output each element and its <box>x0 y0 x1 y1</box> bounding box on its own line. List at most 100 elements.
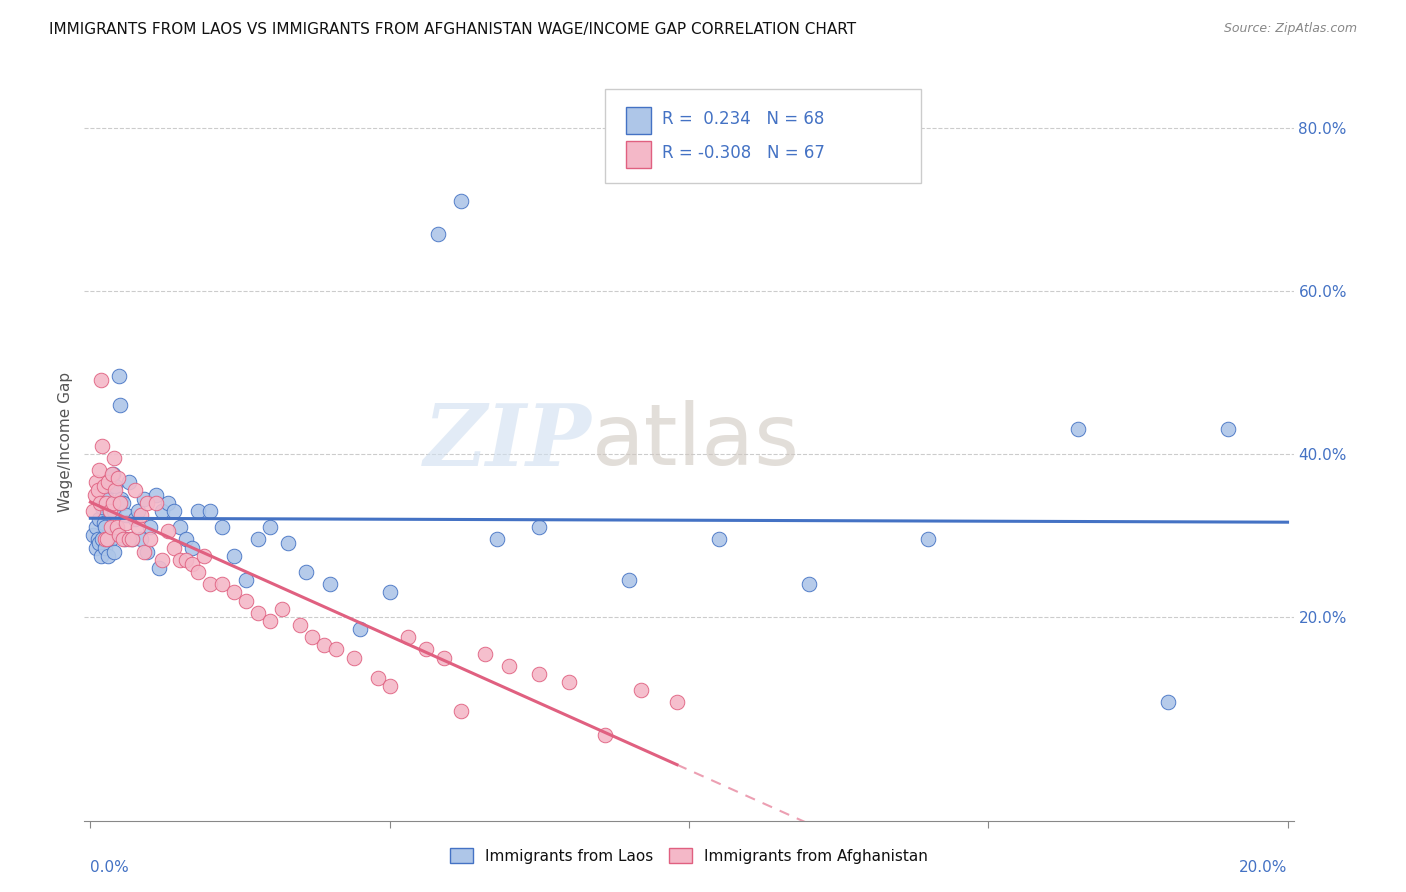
Point <box>148 561 170 575</box>
Point <box>235 573 257 587</box>
Point <box>89 536 111 550</box>
Point <box>277 536 299 550</box>
Point <box>319 577 342 591</box>
Text: R = -0.308   N = 67: R = -0.308 N = 67 <box>662 144 825 161</box>
Point <box>1216 422 1239 436</box>
Point <box>707 533 730 547</box>
Point <box>98 504 121 518</box>
Point <box>139 520 162 534</box>
Point <box>325 642 347 657</box>
Point <box>121 533 143 547</box>
Point <box>312 638 335 652</box>
Point <box>235 593 257 607</box>
Point <box>174 553 197 567</box>
Point <box>82 504 104 518</box>
Point <box>145 496 167 510</box>
Point <box>157 496 180 510</box>
Point <box>101 496 124 510</box>
Point <box>169 553 191 567</box>
Point <box>124 483 146 498</box>
Point <box>91 533 114 547</box>
Point <box>288 618 311 632</box>
Point <box>295 565 318 579</box>
Text: 20.0%: 20.0% <box>1239 860 1288 874</box>
Point <box>136 496 159 510</box>
Point <box>108 369 131 384</box>
Point <box>127 504 149 518</box>
Point <box>150 504 173 518</box>
Point <box>93 516 115 530</box>
Point <box>181 557 204 571</box>
Point <box>89 496 111 510</box>
Point <box>193 549 215 563</box>
Point <box>415 642 437 657</box>
Point <box>112 533 135 547</box>
Point <box>367 671 389 685</box>
Point <box>198 504 221 518</box>
Point <box>246 606 269 620</box>
Point <box>529 666 551 681</box>
Legend: Immigrants from Laos, Immigrants from Afghanistan: Immigrants from Laos, Immigrants from Af… <box>444 842 934 870</box>
Point <box>94 541 117 555</box>
Point <box>118 475 141 490</box>
Point <box>426 227 449 241</box>
Point <box>93 479 115 493</box>
Point <box>114 533 136 547</box>
Text: IMMIGRANTS FROM LAOS VS IMMIGRANTS FROM AFGHANISTAN WAGE/INCOME GAP CORRELATION : IMMIGRANTS FROM LAOS VS IMMIGRANTS FROM … <box>49 22 856 37</box>
Point <box>1067 422 1090 436</box>
Point <box>222 549 245 563</box>
Point <box>105 520 128 534</box>
Point <box>103 450 125 465</box>
Point <box>100 533 122 547</box>
Y-axis label: Wage/Income Gap: Wage/Income Gap <box>58 371 73 512</box>
Point <box>82 528 104 542</box>
Text: R =  0.234   N = 68: R = 0.234 N = 68 <box>662 110 824 128</box>
Point <box>90 549 112 563</box>
Point <box>450 704 472 718</box>
Point <box>450 194 472 208</box>
Point <box>87 463 110 477</box>
Point <box>211 520 233 534</box>
Point <box>270 601 292 615</box>
Point <box>486 533 509 547</box>
Point <box>169 520 191 534</box>
Point <box>129 508 152 522</box>
Point <box>97 475 120 490</box>
Point <box>91 439 114 453</box>
Point <box>101 467 124 482</box>
Point <box>259 520 281 534</box>
Point <box>630 683 652 698</box>
Point <box>90 373 112 387</box>
Point <box>86 483 108 498</box>
Point <box>211 577 233 591</box>
Point <box>96 491 118 506</box>
Point <box>97 533 120 547</box>
Point <box>617 573 640 587</box>
Point <box>89 512 111 526</box>
Point <box>101 467 124 482</box>
Point <box>110 398 132 412</box>
Point <box>100 520 122 534</box>
Point <box>558 675 581 690</box>
Point <box>93 533 115 547</box>
Point <box>343 650 366 665</box>
Point <box>104 483 127 498</box>
Text: 0.0%: 0.0% <box>90 860 129 874</box>
Point <box>593 728 616 742</box>
Point <box>396 630 419 644</box>
Point <box>97 549 120 563</box>
Point <box>246 533 269 547</box>
Point <box>86 533 108 547</box>
Point <box>103 504 125 518</box>
Point <box>86 541 108 555</box>
Point <box>1157 695 1180 709</box>
Point <box>98 504 121 518</box>
Point <box>222 585 245 599</box>
Text: Source: ZipAtlas.com: Source: ZipAtlas.com <box>1223 22 1357 36</box>
Point <box>665 695 688 709</box>
Point <box>349 622 371 636</box>
Point <box>121 533 143 547</box>
Point <box>115 516 138 530</box>
Point <box>103 544 125 558</box>
Point <box>110 496 132 510</box>
